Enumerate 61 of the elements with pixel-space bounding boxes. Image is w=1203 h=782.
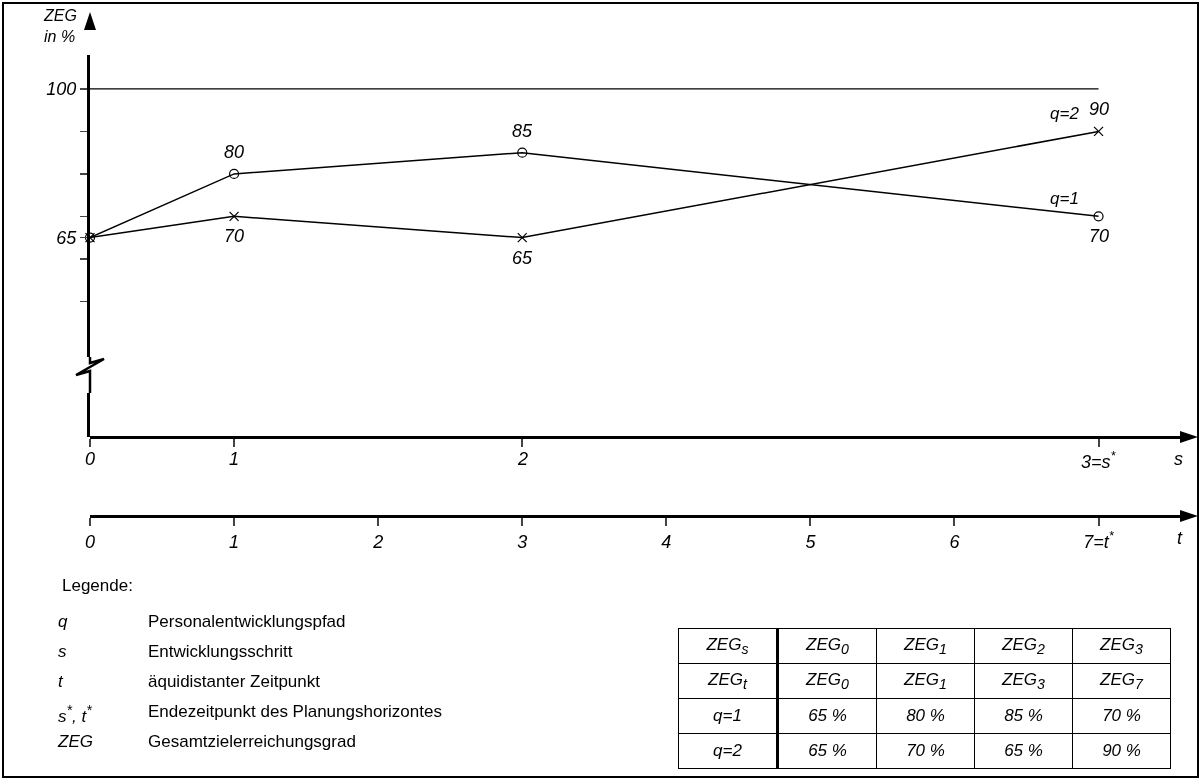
- text: q=2: [678, 733, 778, 769]
- text: ZEG$_{3}$: [1072, 628, 1171, 664]
- text: 1: [229, 449, 240, 469]
- text: ZEG$_{0}$: [777, 663, 877, 699]
- text: 3=s$^{*}$: [1081, 449, 1117, 472]
- x2-axis-title: s: [1174, 449, 1183, 469]
- x-tick-label: 4: [661, 531, 672, 552]
- text: 80 %: [876, 698, 975, 734]
- text: ZEG$_{0}$: [777, 628, 877, 664]
- x-tick-label: 2: [372, 531, 384, 552]
- x-tick-label: 5: [805, 531, 817, 552]
- text: äquidistanter Zeitpunkt: [148, 672, 320, 692]
- text: 2: [517, 449, 529, 469]
- x-tick-label: 3: [517, 531, 528, 552]
- point: [517, 232, 528, 243]
- text: 65 %: [777, 698, 877, 734]
- text: 65 %: [974, 733, 1073, 769]
- y-tick-label: 100: [46, 79, 77, 100]
- data-label: 90: [1089, 99, 1110, 119]
- text: q=1: [678, 698, 778, 734]
- text: 0: [85, 449, 96, 469]
- text: Legende:: [62, 576, 133, 596]
- y-axis-title: ZEG in %: [43, 7, 77, 45]
- point: [228, 168, 240, 179]
- x-axis-title: t: [1177, 528, 1183, 548]
- text: ZEG$_{t}$: [678, 663, 778, 699]
- text: ZEG$_{s}$: [678, 628, 778, 664]
- text: ZEG$_{1}$: [876, 663, 975, 699]
- x-tick-label: 7=t$^{*}$: [1083, 529, 1115, 552]
- data-label: 65: [512, 248, 534, 268]
- series-label: q=2: [1050, 104, 1080, 123]
- point: [1093, 126, 1104, 137]
- text: Gesamtzielerreichungsgrad: [148, 732, 356, 752]
- text: ZEG: [58, 732, 93, 752]
- point: [517, 147, 528, 158]
- text: ZEG$_{2}$: [974, 628, 1073, 664]
- text: 90 %: [1072, 733, 1171, 769]
- x-tick-label: 0: [84, 531, 96, 552]
- data-label: 80: [224, 142, 245, 162]
- text: 70 %: [1072, 698, 1171, 734]
- series-label: q=1: [1050, 189, 1079, 208]
- text: q: [58, 612, 68, 632]
- text: ZEG$_{1}$: [876, 628, 975, 664]
- data-label: 85: [512, 121, 534, 141]
- text: t: [58, 672, 63, 692]
- text: 70 %: [876, 733, 975, 769]
- point: [228, 211, 240, 222]
- text: ZEG$_{3}$: [974, 663, 1073, 699]
- text: 65 %: [777, 733, 877, 769]
- data-label: 70: [1089, 226, 1110, 246]
- x-tick-label: 1: [229, 531, 240, 552]
- data-label: 70: [224, 226, 245, 246]
- text: Entwicklungsschritt: [148, 642, 293, 662]
- point: [1093, 211, 1104, 222]
- text: Personalentwicklungspfad: [148, 612, 346, 632]
- text: 85 %: [974, 698, 1073, 734]
- text: ZEG$_{7}$: [1072, 663, 1171, 699]
- x-tick-label: 6: [949, 531, 961, 552]
- text: Endezeitpunkt des Planungshorizontes: [148, 702, 442, 722]
- text: s$^{*}$, t$^{*}$: [58, 702, 92, 727]
- text: s: [58, 642, 67, 662]
